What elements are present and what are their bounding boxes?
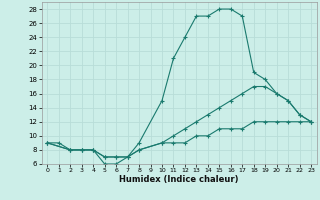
X-axis label: Humidex (Indice chaleur): Humidex (Indice chaleur) bbox=[119, 175, 239, 184]
